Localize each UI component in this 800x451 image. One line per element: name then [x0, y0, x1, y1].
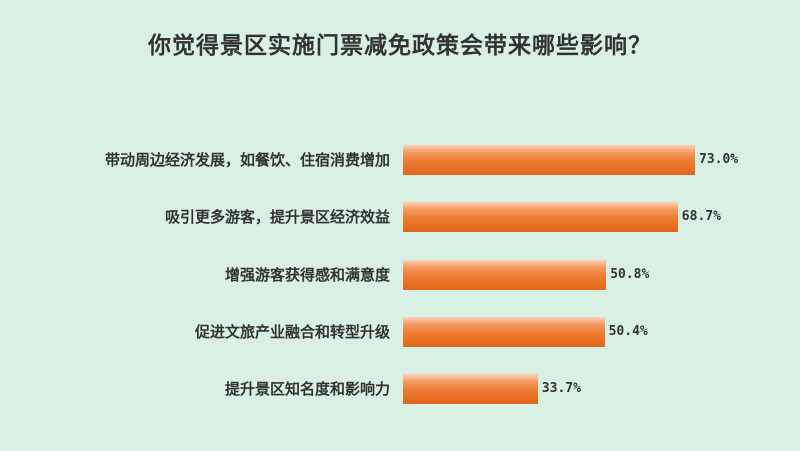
- category-label: 带动周边经济发展，如餐饮、住宿消费增加: [104, 151, 390, 169]
- chart-title: 你觉得景区实施门票减免政策会带来哪些影响？: [148, 33, 652, 59]
- bar-row: 带动周边经济发展，如餐饮、住宿消费增加 73.0%: [0, 145, 800, 175]
- category-label: 增强游客获得感和满意度: [224, 265, 390, 284]
- bar: [403, 145, 695, 175]
- category-label: 吸引更多游客，提升景区经济效益: [164, 208, 390, 227]
- value-label: 50.8%: [610, 266, 650, 282]
- bar: [403, 374, 538, 405]
- bar-row: 提升景区知名度和影响力 33.7%: [0, 374, 800, 405]
- bar: [403, 316, 605, 347]
- bar-row: 促进文旅产业融合和转型升级 50.4%: [0, 316, 800, 347]
- value-label: 33.7%: [541, 381, 581, 397]
- value-label: 73.0%: [699, 152, 739, 167]
- bar-row: 增强游客获得感和满意度 50.8%: [0, 259, 800, 290]
- category-label: 提升景区知名度和影响力: [224, 380, 390, 399]
- value-label: 50.4%: [608, 323, 648, 339]
- bar-row: 吸引更多游客，提升景区经济效益 68.7%: [0, 202, 800, 233]
- value-label: 68.7%: [681, 209, 721, 225]
- bar: [403, 202, 678, 233]
- category-label: 促进文旅产业融合和转型升级: [194, 322, 390, 341]
- bar: [403, 259, 607, 290]
